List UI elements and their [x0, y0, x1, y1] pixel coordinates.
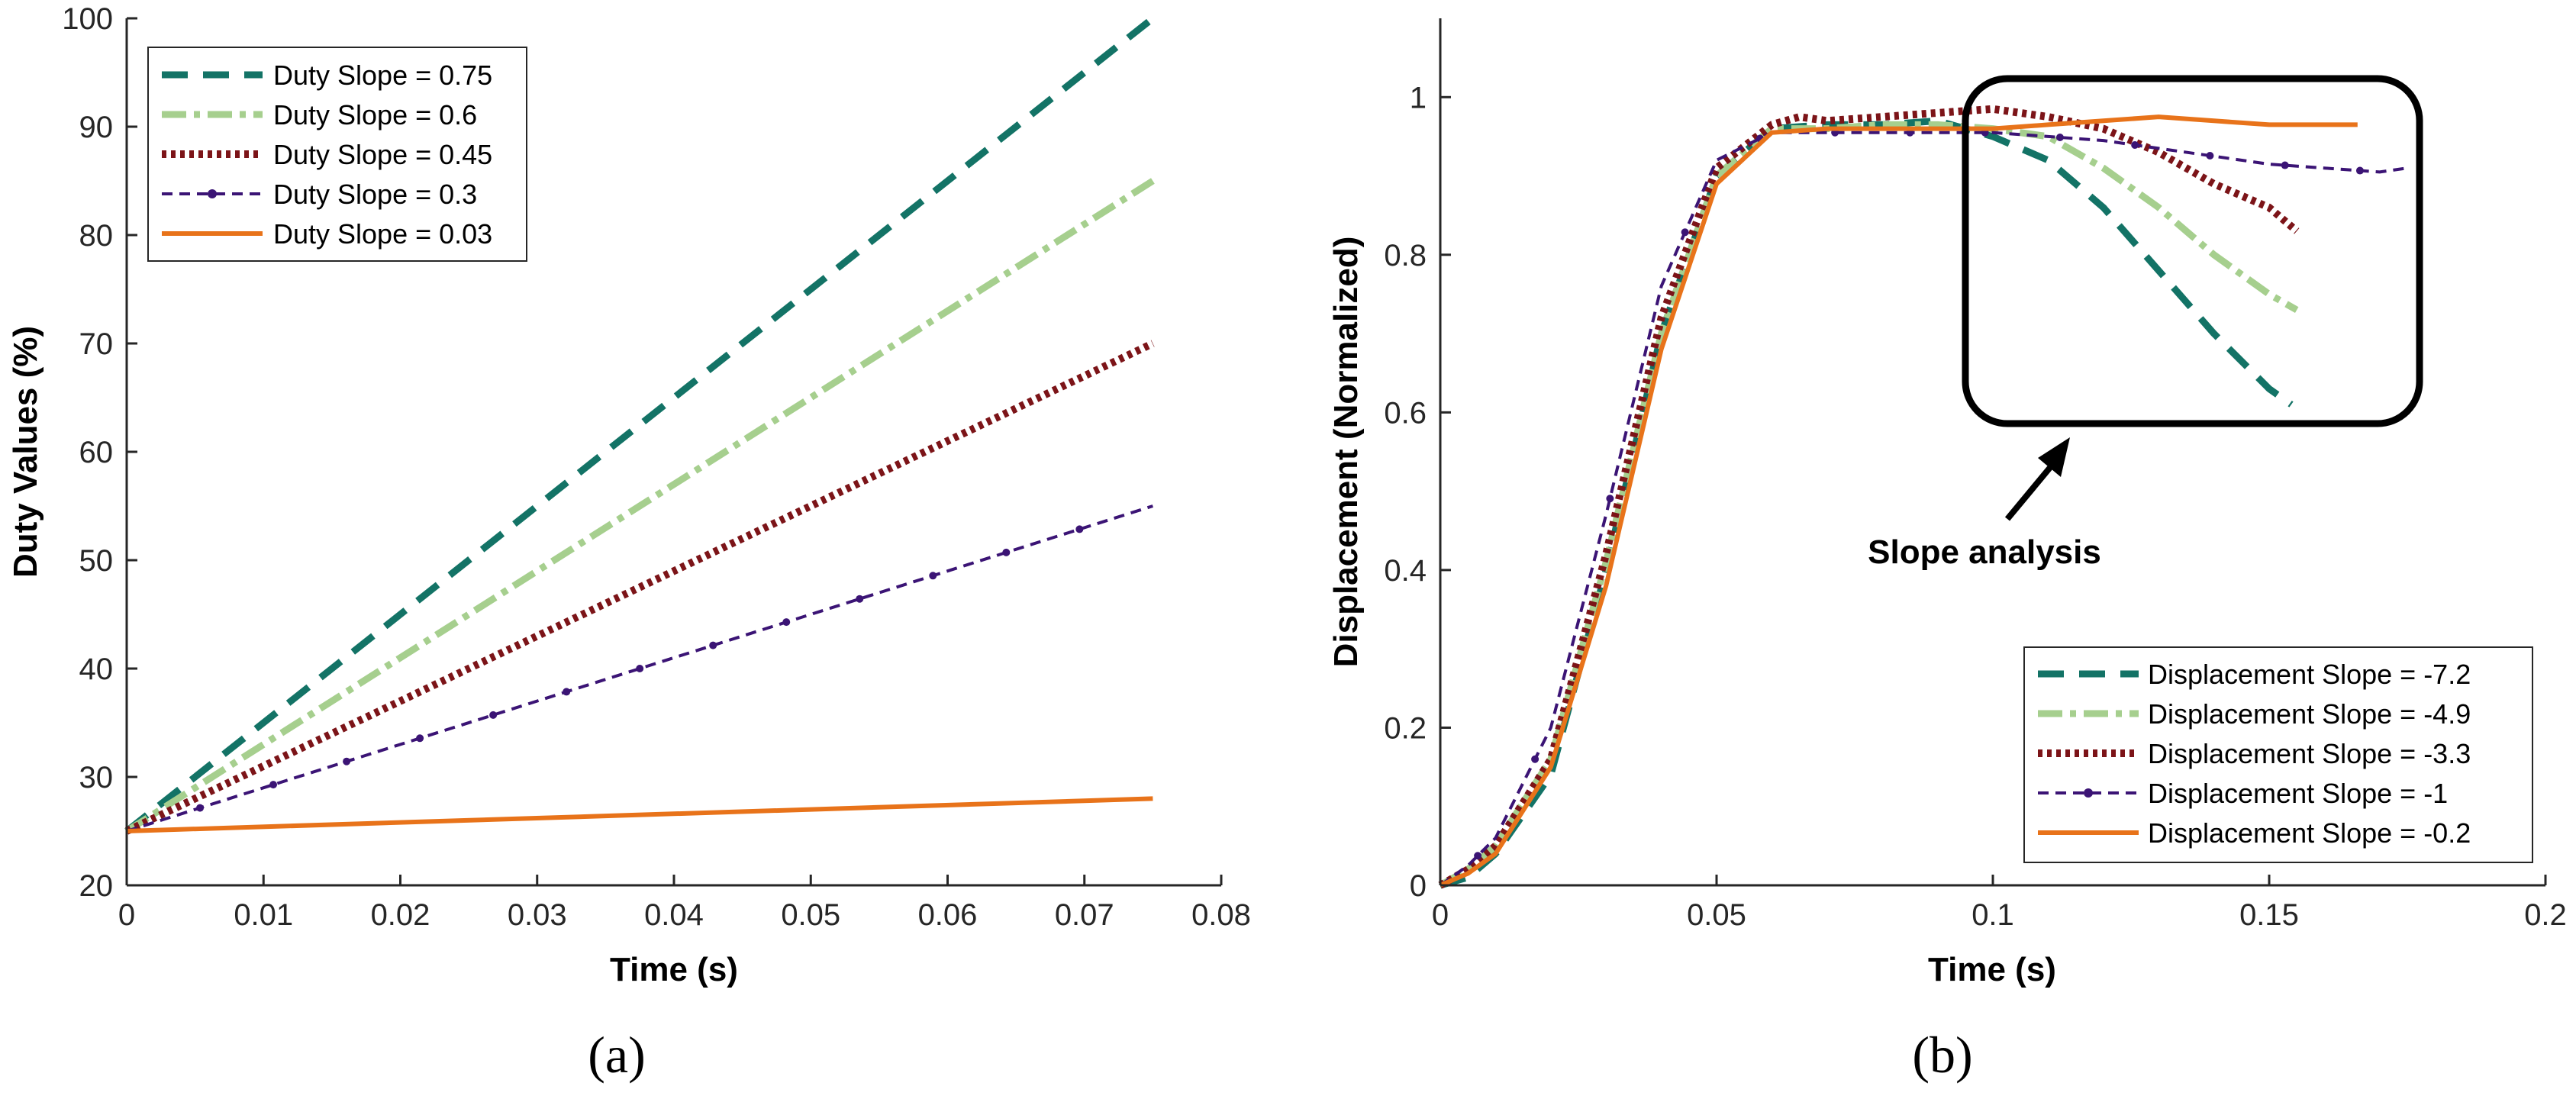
series-marker — [1002, 548, 1011, 556]
series-line — [124, 15, 1156, 834]
x-tick-label: 0.15 — [2239, 898, 2299, 932]
legend-entry: Duty Slope = 0.75 — [273, 60, 492, 91]
series-line — [126, 504, 1154, 833]
legend-entry: Displacement Slope = -7.2 — [2148, 659, 2471, 690]
series-marker — [929, 572, 937, 580]
series-marker — [1681, 228, 1689, 237]
y-tick-label: 80 — [79, 219, 114, 253]
series-marker — [2281, 161, 2289, 169]
series-marker — [1474, 852, 1482, 860]
y-tick-label: 30 — [79, 761, 114, 794]
y-tick-label: 0.8 — [1384, 239, 1427, 272]
series-marker — [636, 665, 644, 672]
x-tick-label: 0.01 — [234, 898, 293, 932]
x-tick-label: 0 — [118, 898, 135, 932]
slope-analysis-box — [1962, 75, 2423, 427]
series-group — [124, 15, 1156, 835]
series-marker — [1075, 525, 1084, 533]
x-tick-label: 0 — [1432, 898, 1449, 932]
legend-entry: Duty Slope = 0.6 — [273, 99, 477, 131]
legend-entry: Displacement Slope = -0.2 — [2148, 817, 2471, 849]
x-tick-label: 0.08 — [1191, 898, 1251, 932]
series-marker — [2055, 134, 2064, 142]
series-marker — [1531, 755, 1539, 763]
x-tick-label: 0.02 — [371, 898, 430, 932]
y-axis-label: Displacement (Normalized) — [1327, 237, 1365, 668]
series-marker — [416, 734, 424, 743]
y-tick-label: 60 — [79, 436, 114, 469]
y-tick-label: 0 — [1410, 869, 1427, 903]
x-tick-label: 0.2 — [2524, 898, 2567, 932]
x-axis-label: Time (s) — [1928, 951, 2056, 988]
legend-entry: Displacement Slope = -4.9 — [2148, 698, 2471, 730]
series-marker — [2206, 151, 2214, 160]
x-axis-label: Time (s) — [610, 951, 738, 988]
chart-displacement: 0 0.05 0.1 0.15 0.2 0 0.2 0.4 0.6 0.8 1 Time (s) D… — [1327, 18, 2567, 1084]
y-tick-label: 40 — [79, 653, 114, 686]
y-tick-label: 1 — [1410, 81, 1427, 114]
series-marker — [343, 757, 351, 765]
series-marker — [196, 804, 205, 812]
series-group — [1438, 105, 2408, 889]
legend-entry: Duty Slope = 0.03 — [273, 218, 492, 250]
legend-entry: Duty Slope = 0.45 — [273, 139, 492, 170]
x-tick-label: 0.05 — [781, 898, 840, 932]
legend-box — [2023, 646, 2533, 863]
series-marker — [489, 711, 498, 719]
series-line — [1439, 114, 2358, 888]
x-tick-label: 0.1 — [1971, 898, 2014, 932]
y-tick-label: 90 — [79, 111, 114, 144]
series-line — [124, 178, 1155, 834]
y-tick-label: 20 — [79, 869, 114, 903]
series-marker — [2355, 166, 2364, 175]
x-tick-label: 0.05 — [1687, 898, 1746, 932]
x-tick-label: 0.07 — [1055, 898, 1114, 932]
x-tick-label: 0.06 — [918, 898, 978, 932]
annotation-arrowhead — [2038, 437, 2070, 477]
series-marker — [1606, 495, 1614, 503]
y-tick-label: 0.2 — [1384, 711, 1427, 745]
x-tick-label: 0.03 — [508, 898, 567, 932]
legend-entry: Displacement Slope = -1 — [2148, 778, 2448, 809]
panel-label: (b) — [1912, 1026, 1972, 1084]
series-marker — [563, 688, 571, 696]
y-tick-label: 100 — [62, 2, 113, 36]
legend: Duty Slope = 0.75 Duty Slope = 0.6 Duty Sl… — [147, 47, 527, 262]
y-tick-label: 0.6 — [1384, 396, 1427, 430]
series-line — [1439, 117, 2294, 889]
legend-entry: Displacement Slope = -3.3 — [2148, 738, 2471, 769]
y-tick-label: 70 — [79, 327, 114, 361]
legend-entry: Duty Slope = 0.3 — [273, 179, 477, 210]
x-tick-label: 0.04 — [644, 898, 704, 932]
y-tick-label: 50 — [79, 544, 114, 578]
legend-marker — [208, 189, 217, 198]
series-line — [124, 340, 1155, 835]
legend-marker — [2084, 788, 2093, 798]
series-marker — [856, 595, 864, 603]
panel-label: (a) — [588, 1026, 645, 1084]
series-marker — [782, 618, 791, 627]
series-line — [126, 796, 1153, 833]
y-tick-label: 0.4 — [1384, 554, 1427, 588]
series-marker — [2131, 140, 2139, 149]
legend: Displacement Slope = -7.2 Displacement Sl… — [2023, 646, 2533, 863]
y-axis-label: Duty Values (%) — [7, 326, 44, 578]
chart-duty-values: 0 0.01 0.02 0.03 0.04 0.05 0.06 0.07 0.08 20 30 40 5… — [7, 2, 1251, 1084]
slope-analysis-label: Slope analysis — [1868, 533, 2101, 571]
series-marker — [709, 641, 717, 649]
series-marker — [269, 781, 278, 789]
